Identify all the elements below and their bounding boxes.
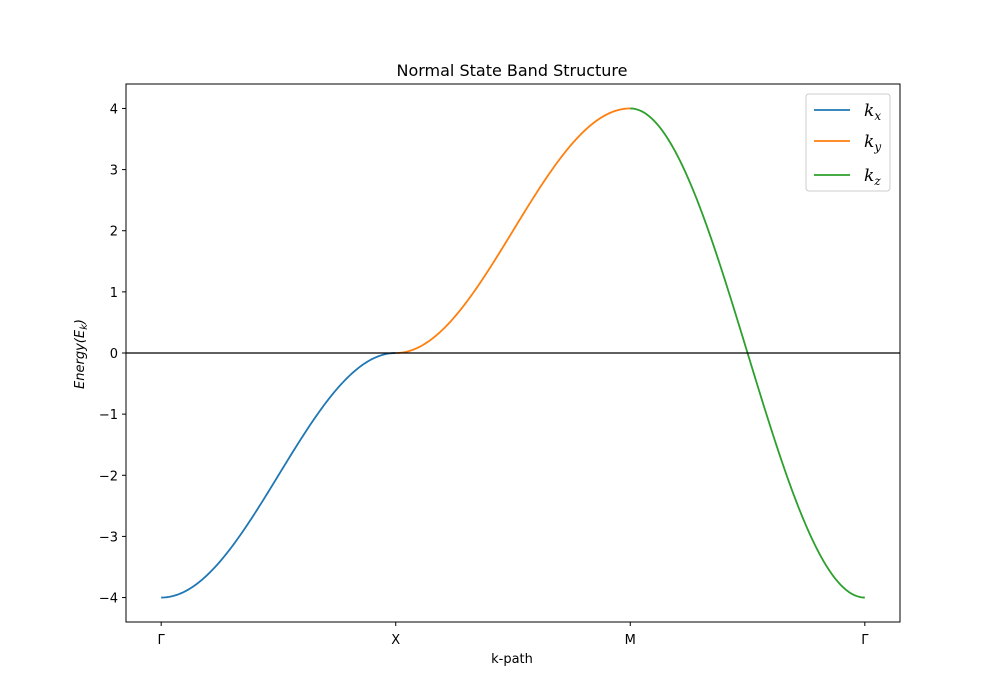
y-tick-label: −4 bbox=[99, 592, 118, 607]
y-axis-label-sub: k bbox=[79, 323, 90, 330]
legend-frame bbox=[805, 93, 891, 192]
chart-title: Normal State Band Structure bbox=[396, 61, 627, 80]
y-tick-label: 4 bbox=[110, 102, 118, 117]
plot-area bbox=[125, 83, 901, 623]
y-tick-label: −3 bbox=[99, 530, 118, 545]
y-tick-label: 0 bbox=[110, 347, 118, 362]
x-tick-label: Γ bbox=[158, 633, 166, 648]
y-tick-label: 2 bbox=[110, 225, 118, 240]
legend-label-kz: kz bbox=[864, 166, 881, 188]
y-tick-label: 1 bbox=[110, 286, 118, 301]
legend-label-kx: kx bbox=[864, 101, 881, 123]
y-tick-label: −1 bbox=[99, 408, 118, 423]
y-axis-label: Energy(Ek) bbox=[73, 319, 90, 389]
x-tick-label: Γ bbox=[861, 633, 869, 648]
legend-label-ky: ky bbox=[864, 132, 881, 154]
series-line-kx bbox=[161, 352, 396, 599]
y-tick-label: 3 bbox=[110, 164, 118, 179]
x-tick-label: X bbox=[391, 633, 400, 648]
y-axis-ticks: 4 3 2 1 0 −1 −2 −3 −4 bbox=[99, 102, 126, 607]
y-axis-label-base: Energy(E bbox=[73, 329, 88, 389]
legend: kx ky kz bbox=[805, 93, 891, 192]
series-line-ky bbox=[395, 107, 631, 354]
x-axis-label: k-path bbox=[491, 652, 533, 667]
x-tick-label: M bbox=[625, 633, 636, 648]
y-tick-label: −2 bbox=[99, 469, 118, 484]
y-axis-label-close: ) bbox=[73, 319, 88, 325]
legend-entries: kx ky kz bbox=[814, 101, 881, 188]
